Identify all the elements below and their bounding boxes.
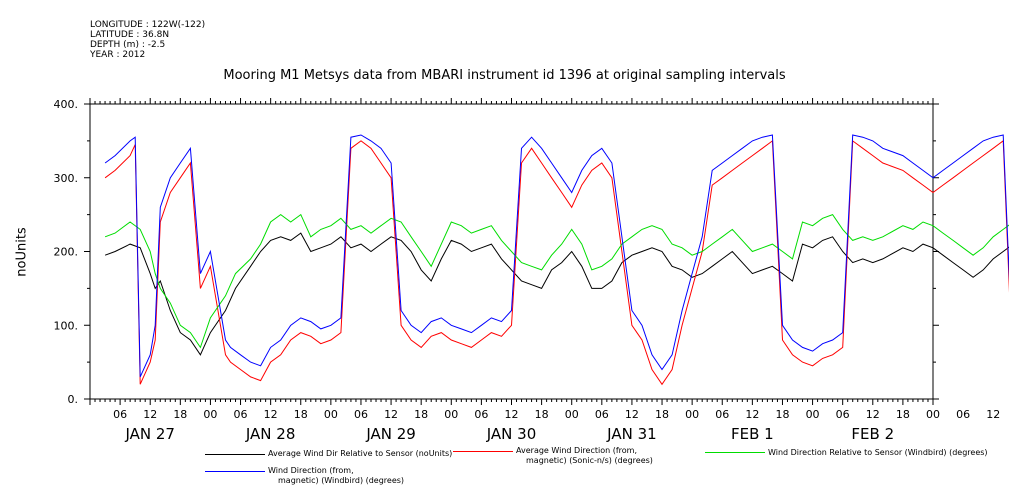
x-hour-label: 18: [294, 408, 308, 421]
x-hour-label: 12: [384, 408, 398, 421]
x-day-label: JAN 28: [245, 425, 296, 443]
y-tick-label: 100.: [54, 319, 79, 332]
x-hour-label: 06: [234, 408, 248, 421]
chart-title: Mooring M1 Metsys data from MBARI instru…: [223, 68, 786, 83]
x-hour-label: 18: [775, 408, 789, 421]
series-line-3: [104, 134, 1009, 378]
x-hour-label: 00: [565, 408, 579, 421]
y-tick-label: 400.: [54, 98, 79, 111]
latitude-label: LATITUDE : 36.8N: [90, 30, 170, 40]
x-hour-label: 00: [324, 408, 338, 421]
legend-line-blue: [205, 471, 265, 472]
x-hour-label: 18: [655, 408, 669, 421]
x-day-label: JAN 31: [606, 425, 657, 443]
x-hour-label: 00: [926, 408, 940, 421]
x-hour-label: 18: [535, 408, 549, 421]
y-tick-label: 300.: [54, 172, 79, 185]
y-tick-label: 200.: [54, 246, 79, 259]
x-hour-label: 00: [685, 408, 699, 421]
legend-label-black: Average Wind Dir Relative to Sensor (noU…: [268, 449, 453, 458]
x-hour-label: 12: [745, 408, 759, 421]
x-hour-label: 12: [986, 408, 1000, 421]
year-label: YEAR : 2012: [90, 50, 146, 60]
header-metadata: LONGITUDE : 122W(-122) LATITUDE : 36.8N …: [90, 20, 205, 60]
y-tick-label: 0.: [68, 393, 79, 406]
x-hour-label: 00: [806, 408, 820, 421]
x-hour-label: 06: [354, 408, 368, 421]
x-hour-label: 06: [956, 408, 970, 421]
x-hour-label: 18: [173, 408, 187, 421]
x-hour-label: 06: [113, 408, 127, 421]
series-line-0: [104, 232, 1009, 356]
x-hour-label: 18: [896, 408, 910, 421]
x-day-label: JAN 29: [365, 425, 416, 443]
x-hour-label: 12: [143, 408, 157, 421]
legend-line-black: [205, 454, 265, 455]
depth-label: DEPTH (m) : -2.5: [90, 40, 166, 50]
x-hour-label: 12: [625, 408, 639, 421]
series-line-1: [104, 139, 1009, 386]
x-hour-label: 00: [444, 408, 458, 421]
x-hour-label: 06: [715, 408, 729, 421]
series-line-2: [104, 213, 1009, 349]
legend-label-red: Average Wind Direction (from, magnetic) …: [516, 446, 653, 465]
x-hour-label: 06: [595, 408, 609, 421]
x-hour-label: 06: [836, 408, 850, 421]
x-hour-label: 00: [203, 408, 217, 421]
legend-label-green: Wind Direction Relative to Sensor (Windb…: [768, 448, 988, 457]
legend-label-blue: Wind Direction (from, magnetic) (Windbir…: [268, 466, 405, 485]
x-hour-label: 12: [505, 408, 519, 421]
x-hour-label: 18: [414, 408, 428, 421]
x-day-label: JAN 27: [124, 425, 175, 443]
legend-line-green: [705, 452, 765, 453]
x-day-label: JAN 30: [486, 425, 537, 443]
x-day-label: FEB 2: [851, 425, 894, 443]
x-hour-label: 12: [264, 408, 278, 421]
x-day-label: FEB 1: [731, 425, 774, 443]
x-hour-label: 12: [866, 408, 880, 421]
longitude-label: LONGITUDE : 122W(-122): [90, 20, 206, 30]
legend-line-red: [453, 451, 513, 452]
x-hour-label: 06: [474, 408, 488, 421]
